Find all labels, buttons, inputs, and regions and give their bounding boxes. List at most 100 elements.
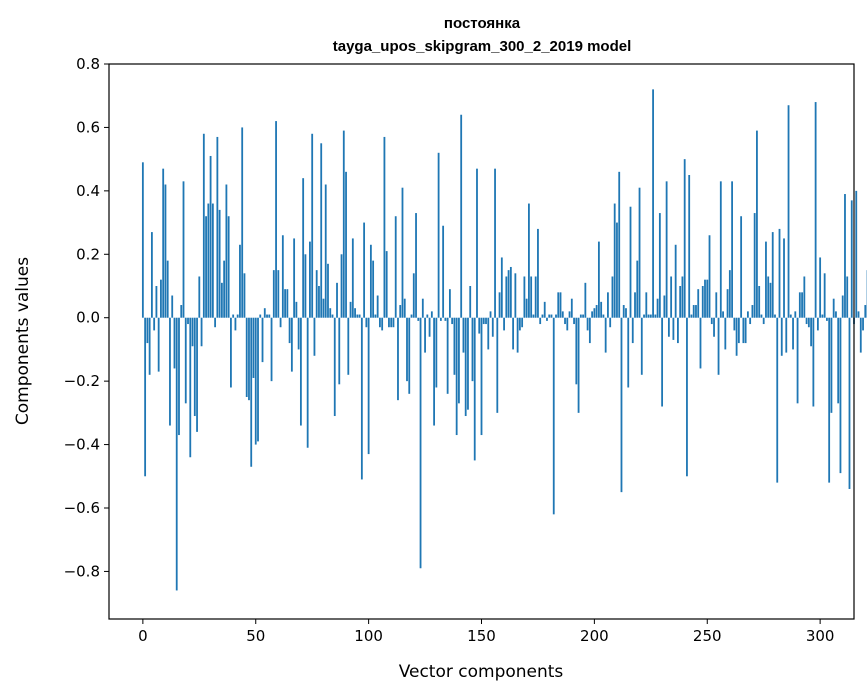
bar (347, 317, 350, 375)
bar (345, 171, 347, 318)
bar (426, 314, 429, 318)
x-tick-label: 50 (246, 627, 265, 645)
bar (582, 314, 584, 318)
bar (363, 222, 366, 318)
bar (266, 314, 268, 318)
bar (760, 314, 763, 318)
bar (451, 317, 454, 325)
bar (358, 314, 361, 318)
bar (257, 317, 259, 442)
bar (500, 257, 503, 318)
bar (530, 276, 533, 318)
bar (679, 286, 682, 318)
bar (735, 317, 738, 356)
bar (435, 317, 438, 388)
bar (591, 311, 594, 318)
bar (417, 317, 420, 321)
chart-title-line1: постоянка (444, 15, 521, 32)
bar (295, 301, 298, 318)
bar (570, 298, 573, 318)
bar (153, 317, 156, 331)
bar (717, 317, 720, 375)
bar (541, 314, 544, 318)
bar (169, 317, 171, 426)
bar (518, 317, 521, 331)
bar (753, 213, 756, 318)
bar (584, 282, 587, 318)
bar (844, 194, 846, 318)
bar (202, 133, 205, 318)
bar (550, 314, 553, 318)
bar (392, 317, 395, 328)
bar (604, 317, 607, 353)
bar (568, 311, 571, 318)
bar (801, 292, 803, 318)
bar (835, 311, 837, 318)
bar (708, 235, 711, 318)
x-tick-label: 0 (138, 627, 148, 645)
bar (421, 298, 424, 318)
bar (171, 295, 174, 318)
y-tick-label: −0.4 (64, 436, 100, 454)
bar (525, 298, 528, 318)
bar (462, 317, 465, 353)
bar (566, 317, 569, 331)
bar (740, 216, 743, 318)
x-axis-ticks: 0 50 100 150 200 250 300 (138, 619, 834, 645)
bar (588, 317, 591, 344)
bar (315, 270, 318, 318)
bar (467, 317, 469, 410)
bar (819, 257, 822, 318)
bar (627, 317, 630, 388)
bar (765, 241, 767, 318)
bar (372, 260, 375, 318)
bar (239, 244, 241, 318)
bar (841, 295, 844, 318)
bar (218, 209, 221, 318)
bar (318, 286, 320, 318)
bar (304, 254, 307, 318)
bar (774, 314, 776, 318)
bar (514, 273, 517, 318)
bar (559, 292, 562, 318)
bar (674, 244, 677, 318)
bar (464, 317, 467, 417)
bar (365, 317, 368, 328)
bar (263, 308, 266, 318)
bar (697, 289, 700, 318)
bar (507, 270, 510, 318)
bar (196, 317, 198, 432)
bar (458, 317, 460, 404)
bar (160, 279, 162, 318)
bar (309, 241, 311, 318)
bar (331, 314, 334, 318)
bar (830, 317, 833, 413)
bar (561, 311, 564, 318)
bar (555, 314, 557, 318)
bar (613, 203, 616, 318)
bar (778, 228, 781, 318)
bar (254, 317, 257, 445)
bar (354, 308, 356, 318)
bar (408, 317, 411, 394)
bar (369, 244, 372, 318)
bar (223, 260, 226, 318)
bar (505, 276, 508, 318)
y-tick-label: −0.8 (64, 562, 100, 580)
bar (807, 317, 810, 328)
bar (573, 317, 575, 325)
bar (826, 317, 828, 321)
bar (397, 317, 399, 401)
bar (803, 276, 806, 318)
bar (552, 317, 555, 515)
bar (252, 317, 255, 378)
bar (394, 216, 397, 318)
bar (442, 225, 445, 318)
bar (313, 317, 316, 356)
bar (415, 213, 417, 318)
bar (419, 317, 422, 569)
bar (157, 317, 160, 372)
bar (439, 317, 442, 321)
bar (509, 266, 512, 318)
bar (548, 314, 551, 318)
